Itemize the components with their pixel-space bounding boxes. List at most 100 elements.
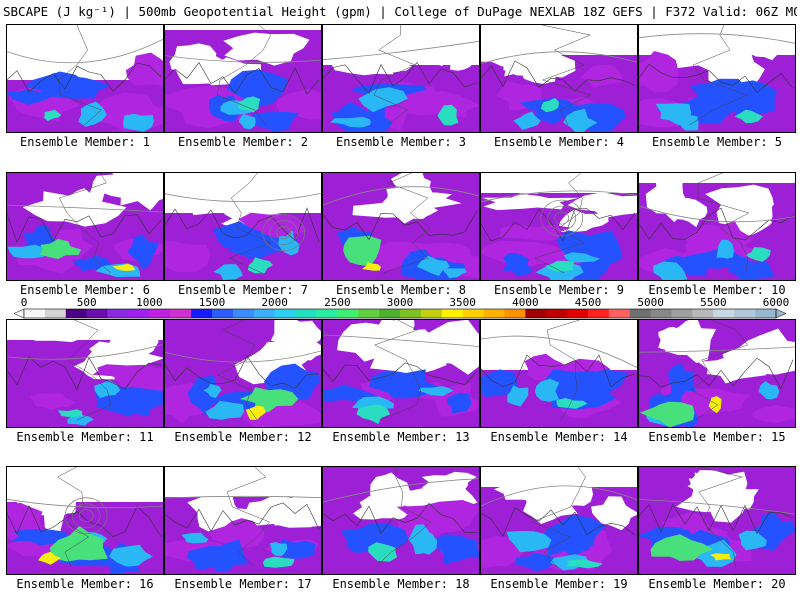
ensemble-member-label: Ensemble Member: 19 [490,577,628,591]
ensemble-member-label: Ensemble Member: 1 [19,135,151,149]
ensemble-member-label: Ensemble Member: 6 [19,283,151,297]
map-canvas [7,467,163,574]
ensemble-map-19 [480,466,638,575]
ensemble-member-label: Ensemble Member: 11 [16,430,154,444]
map-canvas [165,173,321,280]
map-canvas [481,320,637,427]
ensemble-member-label: Ensemble Member: 5 [651,135,783,149]
ensemble-map-3 [322,24,480,133]
colorbar-swatch [483,309,505,318]
colorbar-tick-label: 4500 [574,296,602,309]
ensemble-map-14 [480,319,638,428]
ensemble-map-2 [164,24,322,133]
ensemble-member-label: Ensemble Member: 10 [648,283,786,297]
ensemble-member-label: Ensemble Member: 17 [174,577,312,591]
ensemble-member-label: Ensemble Member: 13 [332,430,470,444]
ensemble-map-7 [164,172,322,281]
colorbar-swatch [441,309,463,318]
colorbar-swatch [65,309,87,318]
ensemble-map-11 [6,319,164,428]
ensemble-member-label: Ensemble Member: 2 [177,135,309,149]
ensemble-map-17 [164,466,322,575]
ensemble-member-label: Ensemble Member: 14 [490,430,628,444]
ensemble-member-label: Ensemble Member: 16 [16,577,154,591]
ensemble-member-label: Ensemble Member: 8 [335,283,467,297]
map-canvas [639,467,795,574]
colorbar-swatch [608,309,631,318]
map-canvas [323,25,479,132]
colorbar-tick-label: 4000 [512,296,539,309]
ensemble-map-6 [6,172,164,281]
colorbar-swatch [420,309,443,318]
ensemble-member-label: Ensemble Member: 12 [174,430,312,444]
colorbar-swatch [734,309,756,318]
colorbar-swatch [671,309,693,318]
ensemble-member-label: Ensemble Member: 20 [648,577,786,591]
map-canvas [481,467,637,574]
map-canvas [481,25,637,132]
colorbar-svg [13,308,787,319]
colorbar-min-arrow [13,308,25,319]
ensemble-map-13 [322,319,480,428]
colorbar-swatch [567,309,589,318]
colorbar-swatch [358,309,380,318]
colorbar-swatch [86,309,108,318]
colorbar-max-arrow [775,308,787,319]
map-canvas [323,320,479,427]
colorbar-swatch [295,309,317,318]
colorbar-swatch [504,309,526,318]
colorbar-swatch [546,309,568,318]
ensemble-map-8 [322,172,480,281]
colorbar-swatch [525,309,547,318]
colorbar-swatch [253,309,275,318]
ensemble-map-18 [322,466,480,575]
colorbar-swatch [191,309,213,318]
colorbar-tick-label: 2500 [324,296,351,309]
ensemble-member-label: Ensemble Member: 3 [335,135,467,149]
map-canvas [7,25,163,132]
colorbar-swatch [755,309,777,318]
ensemble-map-1 [6,24,164,133]
ensemble-map-16 [6,466,164,575]
colorbar-tick-label: 5500 [700,296,727,309]
ensemble-member-label: Ensemble Member: 9 [493,283,625,297]
colorbar-swatch [232,309,255,318]
colorbar-swatch [316,309,338,318]
map-canvas [639,320,795,427]
colorbar-swatch [713,309,735,318]
colorbar-tick-label: 5000 [637,296,664,309]
map-canvas [7,320,163,427]
colorbar-swatch [107,309,129,318]
ensemble-map-20 [638,466,796,575]
colorbar-tick-label: 1000 [136,296,163,309]
map-canvas [165,25,321,132]
colorbar-tick-label: 3500 [449,296,476,309]
colorbar-swatch [650,309,672,318]
colorbar-swatch [588,309,610,318]
colorbar-swatch [170,309,192,318]
ensemble-member-label: Ensemble Member: 15 [648,430,786,444]
map-canvas [7,173,163,280]
ensemble-map-10 [638,172,796,281]
colorbar-swatch [337,309,359,318]
colorbar-swatch [128,309,150,318]
colorbar-swatch [149,309,171,318]
colorbar-swatch [212,309,234,318]
ensemble-member-label: Ensemble Member: 7 [177,283,309,297]
colorbar-swatch [692,309,714,318]
ensemble-map-5 [638,24,796,133]
map-canvas [323,467,479,574]
colorbar-tick-label: 0 [20,296,28,309]
map-canvas [165,467,321,574]
colorbar [13,308,787,319]
map-canvas [323,173,479,280]
colorbar-swatch [274,309,296,318]
colorbar-swatch [462,309,484,318]
colorbar-swatch [629,309,651,318]
map-title: SBCAPE (J kg⁻¹) | 500mb Geopotential Hei… [3,4,797,19]
colorbar-tick-label: 6000 [762,296,790,309]
map-canvas [165,320,321,427]
ensemble-member-label: Ensemble Member: 18 [332,577,470,591]
ensemble-map-12 [164,319,322,428]
ensemble-map-9 [480,172,638,281]
